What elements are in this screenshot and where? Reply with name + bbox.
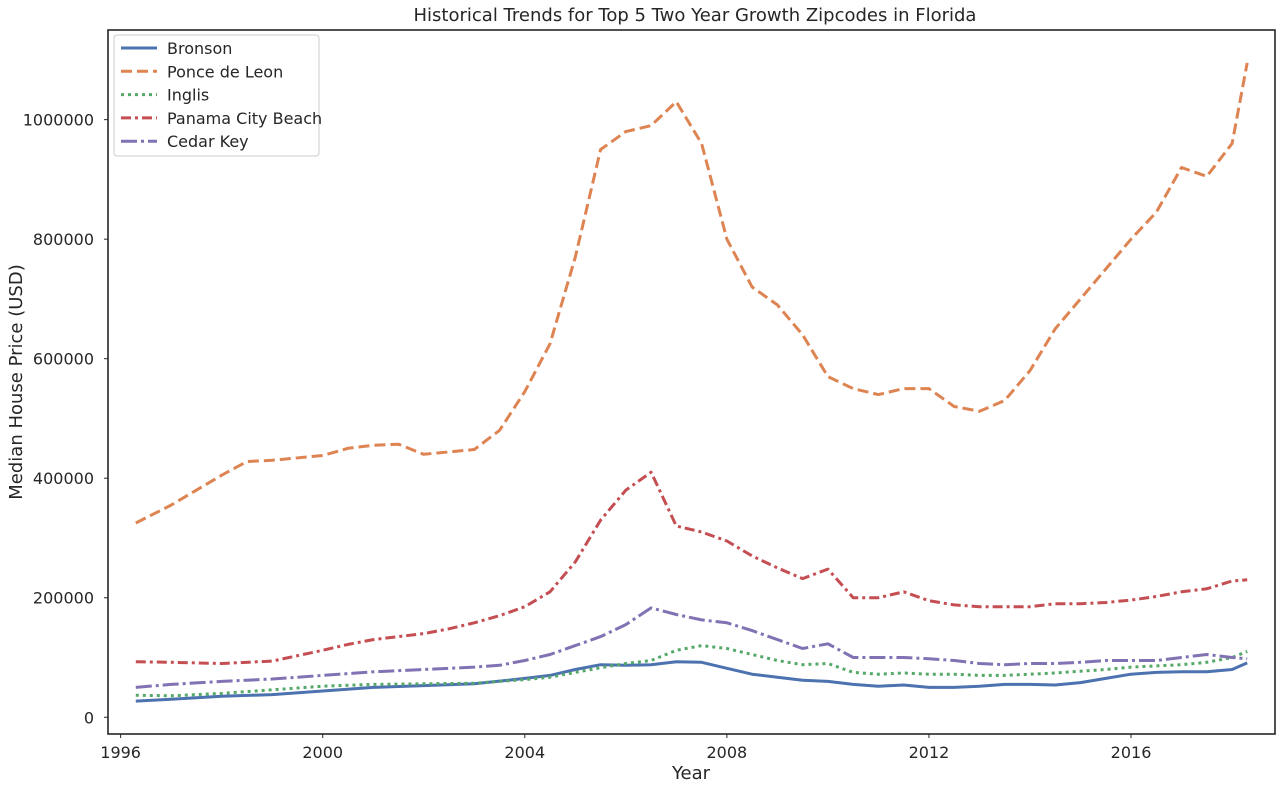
x-tick-label: 2012	[909, 743, 950, 762]
legend-label: Cedar Key	[167, 132, 249, 151]
legend: Bronson Ponce de Leon Inglis Panama City Be…	[113, 34, 322, 157]
series-line-inglis	[135, 644, 1248, 698]
legend-label: Panama City Beach	[167, 109, 322, 128]
x-tick-label: 2008	[707, 743, 748, 762]
y-axis-ticks: 0 200000 400000 600000 800000 1000000	[23, 111, 108, 727]
legend-label: Inglis	[167, 86, 209, 105]
x-tick-label: 2000	[302, 743, 343, 762]
y-axis-title: Median House Price (USD)	[6, 264, 27, 499]
x-axis-ticks: 1996 2000 2004 2008 2012 2016	[100, 734, 1151, 762]
y-tick-label: 1000000	[23, 111, 94, 130]
y-tick-label: 200000	[33, 589, 94, 608]
series-line-ponce-de-leon	[135, 62, 1249, 525]
legend-box	[113, 34, 320, 157]
plot-area	[135, 62, 1249, 703]
legend-label: Bronson	[167, 39, 232, 58]
y-tick-label: 600000	[33, 350, 94, 369]
series-line-bronson	[135, 660, 1248, 703]
series-line-cedar-key	[135, 606, 1248, 689]
y-tick-label: 0	[84, 708, 94, 727]
plot-frame	[107, 29, 1276, 735]
chart-title: Historical Trends for Top 5 Two Year Gro…	[414, 5, 977, 26]
x-tick-label: 1996	[100, 743, 141, 762]
y-tick-label: 400000	[33, 469, 94, 488]
x-tick-label: 2016	[1111, 743, 1152, 762]
y-tick-label: 800000	[33, 230, 94, 249]
legend-label: Ponce de Leon	[167, 62, 283, 81]
series-line-panama-city-beach	[135, 470, 1248, 665]
x-tick-label: 2004	[504, 743, 545, 762]
x-axis-title: Year	[671, 763, 711, 784]
